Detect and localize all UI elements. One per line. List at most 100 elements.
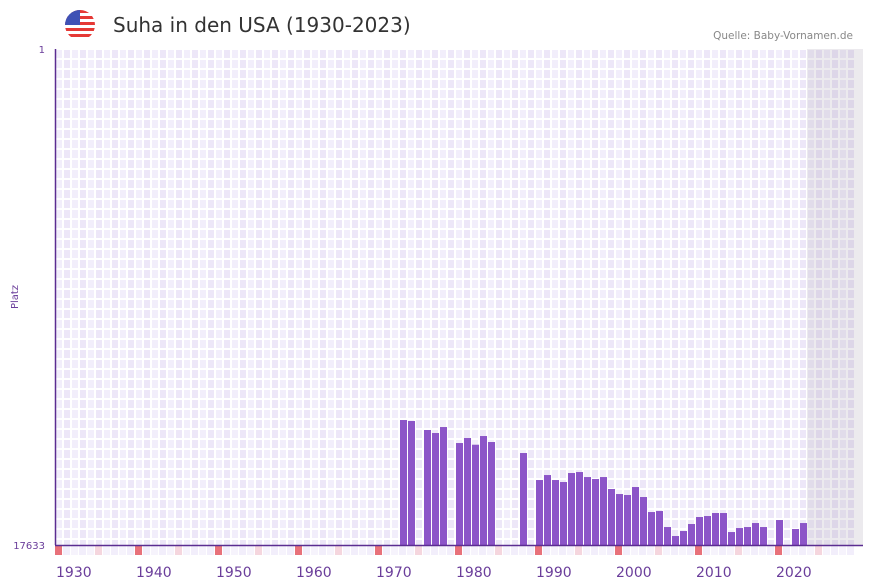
grid-cell bbox=[96, 470, 102, 478]
grid-cell bbox=[840, 270, 846, 278]
grid-cell bbox=[824, 540, 830, 548]
grid-cell bbox=[496, 200, 502, 208]
grid-cell bbox=[128, 430, 134, 438]
grid-cell bbox=[120, 320, 126, 328]
grid-cell bbox=[672, 510, 678, 518]
grid-cell bbox=[264, 270, 270, 278]
grid-cell bbox=[376, 510, 382, 518]
grid-cell bbox=[136, 120, 142, 128]
grid-cell bbox=[696, 470, 702, 478]
grid-cell bbox=[704, 440, 710, 448]
grid-cell bbox=[392, 310, 398, 318]
grid-cell bbox=[336, 400, 342, 408]
grid-cell bbox=[64, 400, 70, 408]
grid-cell bbox=[192, 210, 198, 218]
grid-cell bbox=[280, 490, 286, 498]
grid-cell bbox=[544, 430, 550, 438]
grid-cell bbox=[728, 80, 734, 88]
grid-cell bbox=[664, 280, 670, 288]
grid-cell bbox=[512, 510, 518, 518]
grid-cell bbox=[432, 350, 438, 358]
grid-cell bbox=[248, 490, 254, 498]
grid-cell bbox=[416, 290, 422, 298]
grid-cell bbox=[376, 470, 382, 478]
grid-cell bbox=[824, 470, 830, 478]
grid-cell bbox=[320, 210, 326, 218]
grid-cell bbox=[360, 410, 366, 418]
grid-cell bbox=[296, 380, 302, 388]
grid-cell bbox=[696, 370, 702, 378]
grid-cell bbox=[520, 150, 526, 158]
grid-cell bbox=[208, 540, 214, 548]
grid-cell bbox=[792, 250, 798, 258]
grid-cell bbox=[368, 440, 374, 448]
grid-cell bbox=[480, 410, 486, 418]
grid-cell bbox=[480, 340, 486, 348]
grid-cell bbox=[416, 330, 422, 338]
grid-cell bbox=[752, 240, 758, 248]
grid-cell bbox=[144, 420, 150, 428]
grid-cell bbox=[184, 150, 190, 158]
grid-cell bbox=[784, 400, 790, 408]
grid-cell bbox=[64, 300, 70, 308]
grid-cell bbox=[312, 160, 318, 168]
grid-cell bbox=[488, 290, 494, 298]
grid-cell bbox=[768, 420, 774, 428]
grid-cell bbox=[384, 110, 390, 118]
grid-cell bbox=[256, 130, 262, 138]
grid-cell bbox=[336, 180, 342, 188]
grid-cell bbox=[96, 380, 102, 388]
grid-cell bbox=[336, 240, 342, 248]
grid-cell bbox=[160, 100, 166, 108]
grid-cell bbox=[680, 90, 686, 98]
grid-cell bbox=[680, 190, 686, 198]
grid-cell bbox=[56, 150, 62, 158]
grid-cell bbox=[184, 520, 190, 528]
grid-cell bbox=[320, 190, 326, 198]
grid-cell bbox=[128, 470, 134, 478]
grid-cell bbox=[464, 390, 470, 398]
grid-cell bbox=[352, 460, 358, 468]
grid-cell bbox=[584, 330, 590, 338]
grid-cell bbox=[616, 490, 622, 498]
grid-cell bbox=[512, 480, 518, 488]
grid-cell bbox=[768, 460, 774, 468]
grid-cell bbox=[328, 210, 334, 218]
grid-cell bbox=[832, 390, 838, 398]
grid-cell bbox=[544, 190, 550, 198]
grid-cell bbox=[576, 110, 582, 118]
grid-cell bbox=[768, 530, 774, 538]
grid-cell bbox=[104, 80, 110, 88]
grid-cell bbox=[304, 370, 310, 378]
grid-cell bbox=[848, 340, 854, 348]
grid-cell bbox=[64, 170, 70, 178]
grid-cell bbox=[728, 430, 734, 438]
grid-cell bbox=[648, 210, 654, 218]
grid-cell bbox=[688, 290, 694, 298]
grid-cell bbox=[672, 280, 678, 288]
grid-cell bbox=[840, 500, 846, 508]
grid-cell bbox=[512, 220, 518, 228]
grid-cell bbox=[344, 510, 350, 518]
grid-cell bbox=[264, 70, 270, 78]
grid-cell bbox=[656, 120, 662, 128]
grid-cell bbox=[720, 410, 726, 418]
grid-cell bbox=[752, 490, 758, 498]
grid-cell bbox=[520, 420, 526, 428]
grid-cell bbox=[72, 260, 78, 268]
grid-cell bbox=[272, 510, 278, 518]
grid-cell bbox=[232, 70, 238, 78]
grid-cell bbox=[264, 190, 270, 198]
grid-cell bbox=[552, 270, 558, 278]
grid-cell bbox=[848, 350, 854, 358]
grid-cell bbox=[776, 350, 782, 358]
grid-cell bbox=[744, 160, 750, 168]
grid-cell bbox=[256, 410, 262, 418]
grid-cell bbox=[72, 190, 78, 198]
grid-cell bbox=[240, 220, 246, 228]
grid-cell bbox=[640, 480, 646, 488]
grid-cell bbox=[688, 80, 694, 88]
grid-cell bbox=[776, 290, 782, 298]
grid-cell bbox=[272, 330, 278, 338]
grid-cell bbox=[568, 50, 574, 58]
